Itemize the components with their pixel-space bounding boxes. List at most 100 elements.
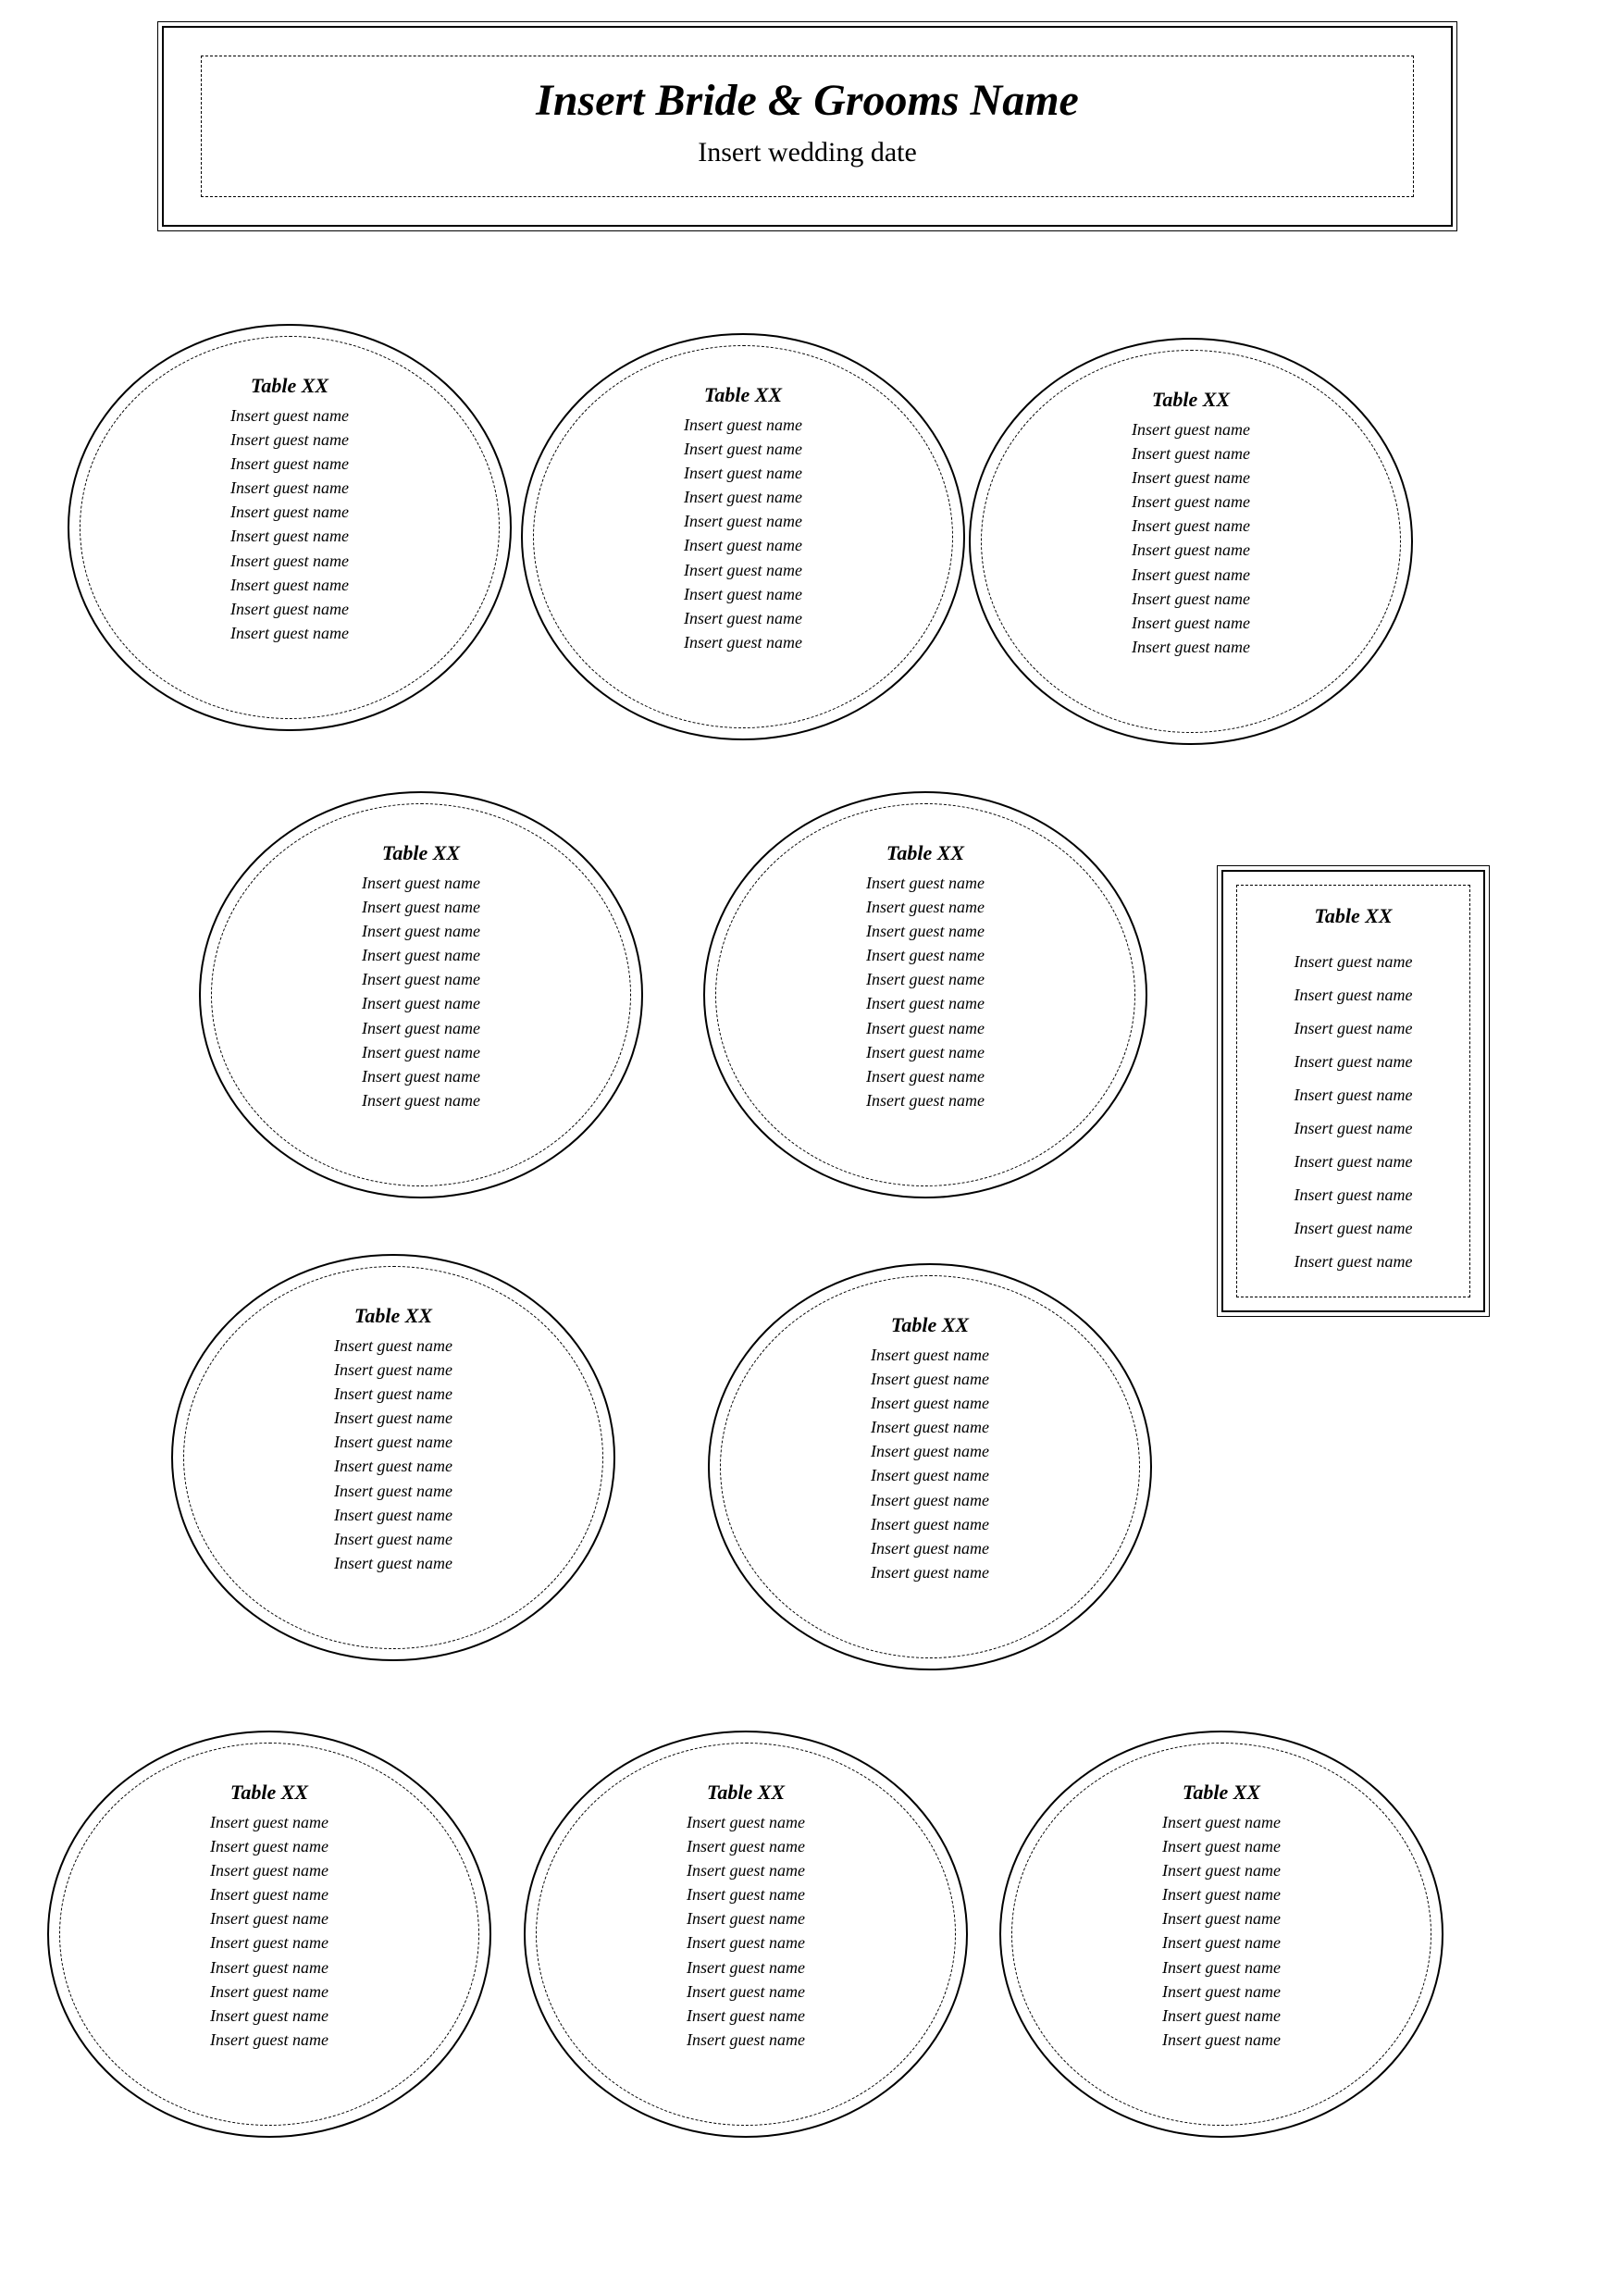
guest-name: Insert guest name (362, 967, 480, 991)
guest-name: Insert guest name (684, 606, 802, 630)
guest-name: Insert guest name (1132, 441, 1250, 465)
guest-name: Insert guest name (687, 1906, 805, 1930)
round-table-inner: Table XXInsert guest nameInsert guest na… (80, 336, 500, 719)
guest-name: Insert guest name (210, 1906, 328, 1930)
round-table: Table XXInsert guest nameInsert guest na… (199, 791, 643, 1198)
guest-name: Insert guest name (1132, 538, 1250, 562)
guest-name: Insert guest name (687, 1955, 805, 1980)
guest-name: Insert guest name (1132, 465, 1250, 490)
guest-name: Insert guest name (210, 1810, 328, 1834)
round-table-inner: Table XXInsert guest nameInsert guest na… (59, 1743, 479, 2126)
guest-name: Insert guest name (362, 991, 480, 1015)
guest-name: Insert guest name (871, 1415, 989, 1439)
guest-name: Insert guest name (1259, 945, 1447, 978)
guest-name: Insert guest name (866, 967, 985, 991)
guest-name: Insert guest name (1162, 2028, 1281, 2052)
guest-name: Insert guest name (866, 1064, 985, 1088)
guest-name: Insert guest name (1162, 1980, 1281, 2004)
round-table: Table XXInsert guest nameInsert guest na… (68, 324, 512, 731)
guest-name: Insert guest name (684, 461, 802, 485)
guest-name: Insert guest name (210, 1858, 328, 1882)
guest-name: Insert guest name (1162, 1906, 1281, 1930)
guest-name: Insert guest name (210, 1834, 328, 1858)
guest-name: Insert guest name (1132, 514, 1250, 538)
guest-name: Insert guest name (210, 1882, 328, 1906)
guest-name: Insert guest name (230, 549, 349, 573)
round-table: Table XXInsert guest nameInsert guest na… (524, 1731, 968, 2138)
guest-name: Insert guest name (334, 1406, 452, 1430)
guest-name: Insert guest name (362, 1016, 480, 1040)
guest-name: Insert guest name (871, 1512, 989, 1536)
guest-name: Insert guest name (1259, 1211, 1447, 1245)
guest-name: Insert guest name (871, 1343, 989, 1367)
guest-name: Insert guest name (334, 1382, 452, 1406)
guest-name: Insert guest name (210, 1955, 328, 1980)
table-title: Table XX (1259, 904, 1447, 928)
guest-name: Insert guest name (687, 1858, 805, 1882)
round-table-inner: Table XXInsert guest nameInsert guest na… (981, 350, 1401, 733)
rect-table: Table XX Insert guest nameInsert guest n… (1221, 870, 1485, 1312)
guest-name: Insert guest name (1132, 635, 1250, 659)
header-title: Insert Bride & Grooms Name (257, 75, 1357, 126)
guest-name: Insert guest name (362, 919, 480, 943)
guest-name: Insert guest name (334, 1454, 452, 1478)
guest-name: Insert guest name (230, 452, 349, 476)
guest-name: Insert guest name (1259, 1111, 1447, 1145)
round-table: Table XXInsert guest nameInsert guest na… (969, 338, 1413, 745)
guest-name: Insert guest name (684, 509, 802, 533)
guest-name: Insert guest name (871, 1439, 989, 1463)
guest-name: Insert guest name (1259, 1045, 1447, 1078)
guest-name: Insert guest name (334, 1430, 452, 1454)
guest-name: Insert guest name (230, 573, 349, 597)
table-title: Table XX (891, 1313, 969, 1337)
round-table: Table XXInsert guest nameInsert guest na… (708, 1263, 1152, 1670)
guest-name: Insert guest name (871, 1391, 989, 1415)
guest-name: Insert guest name (866, 991, 985, 1015)
guest-name: Insert guest name (1259, 1245, 1447, 1278)
guest-name: Insert guest name (230, 524, 349, 548)
guest-name: Insert guest name (687, 1810, 805, 1834)
guest-name: Insert guest name (684, 582, 802, 606)
guest-name: Insert guest name (334, 1503, 452, 1527)
guest-name: Insert guest name (866, 871, 985, 895)
guest-name: Insert guest name (871, 1536, 989, 1560)
guest-name: Insert guest name (1259, 1145, 1447, 1178)
guest-name: Insert guest name (362, 1040, 480, 1064)
guest-name: Insert guest name (687, 2028, 805, 2052)
table-title: Table XX (704, 383, 782, 407)
guest-name: Insert guest name (1132, 611, 1250, 635)
round-table-inner: Table XXInsert guest nameInsert guest na… (183, 1266, 603, 1649)
guest-name: Insert guest name (1259, 1078, 1447, 1111)
rect-table-inner: Table XX Insert guest nameInsert guest n… (1236, 885, 1470, 1297)
guest-name: Insert guest name (362, 943, 480, 967)
round-table: Table XXInsert guest nameInsert guest na… (999, 1731, 1443, 2138)
round-table-inner: Table XXInsert guest nameInsert guest na… (211, 803, 631, 1186)
guest-name: Insert guest name (687, 1980, 805, 2004)
guest-name: Insert guest name (1132, 563, 1250, 587)
guest-name: Insert guest name (687, 1930, 805, 1955)
guest-name: Insert guest name (230, 500, 349, 524)
guest-name: Insert guest name (230, 403, 349, 428)
guest-name: Insert guest name (687, 2004, 805, 2028)
guest-name: Insert guest name (866, 943, 985, 967)
guest-name: Insert guest name (1162, 1858, 1281, 1882)
guest-name: Insert guest name (362, 1088, 480, 1112)
round-table-inner: Table XXInsert guest nameInsert guest na… (1011, 1743, 1431, 2126)
header-box: Insert Bride & Grooms Name Insert weddin… (162, 26, 1453, 227)
round-table-inner: Table XXInsert guest nameInsert guest na… (720, 1275, 1140, 1658)
guest-name: Insert guest name (1259, 1178, 1447, 1211)
round-table: Table XXInsert guest nameInsert guest na… (47, 1731, 491, 2138)
guest-name: Insert guest name (871, 1488, 989, 1512)
guest-name: Insert guest name (871, 1367, 989, 1391)
guest-name: Insert guest name (1162, 1834, 1281, 1858)
round-table-inner: Table XXInsert guest nameInsert guest na… (715, 803, 1135, 1186)
header-subtitle: Insert wedding date (257, 137, 1357, 168)
guest-name: Insert guest name (684, 558, 802, 582)
guest-name: Insert guest name (362, 895, 480, 919)
guest-name: Insert guest name (684, 485, 802, 509)
guest-name: Insert guest name (866, 895, 985, 919)
round-table-inner: Table XXInsert guest nameInsert guest na… (533, 345, 953, 728)
table-title: Table XX (382, 841, 460, 865)
guest-name: Insert guest name (866, 1016, 985, 1040)
guest-name: Insert guest name (334, 1479, 452, 1503)
